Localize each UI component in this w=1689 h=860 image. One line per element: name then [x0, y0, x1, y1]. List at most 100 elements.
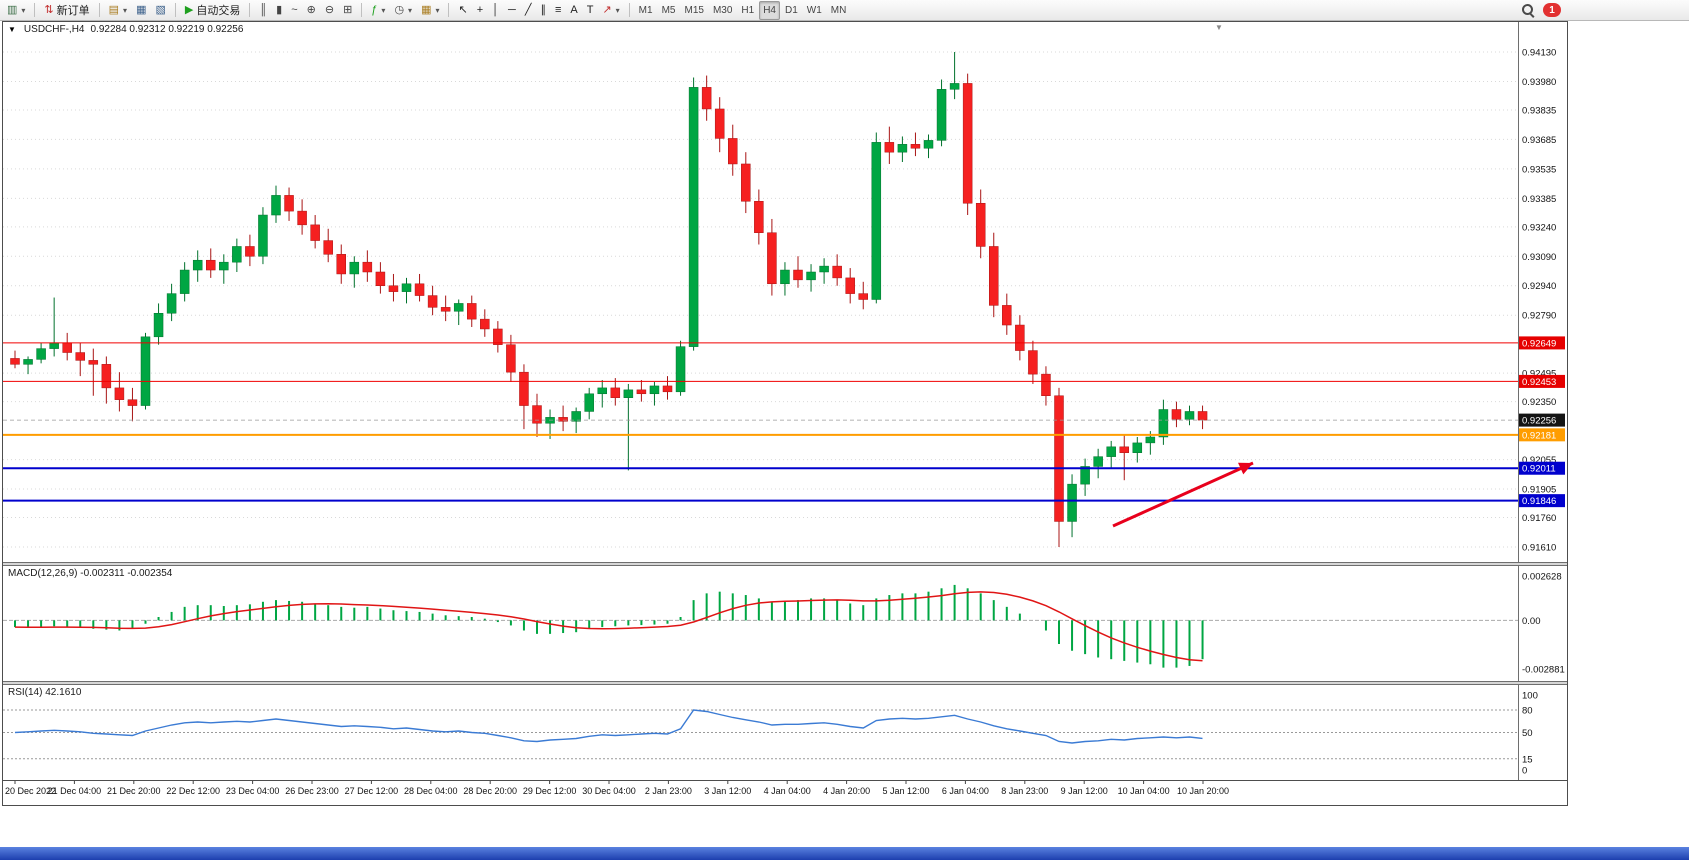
candlestick — [975, 189, 986, 259]
macd-tick-label: 0.00 — [1522, 616, 1541, 627]
toolbar-separator — [249, 3, 251, 17]
timeframe-h4[interactable]: H4 — [759, 0, 780, 20]
price-line-label: 0.92011 — [1519, 461, 1565, 475]
chart-shift-marker[interactable]: ▼ — [1215, 23, 1223, 32]
zoom-out-button[interactable]: ⊖ — [321, 1, 338, 20]
bar-chart-button[interactable]: ║ — [255, 1, 271, 20]
tile-windows-button-icon: ⊞ — [343, 3, 353, 16]
macd-canvas[interactable]: 0.002628 0.00 -0.002881 — [3, 566, 1565, 681]
rsi-canvas[interactable]: 100 80 50 150 — [3, 685, 1565, 780]
candlestick — [571, 407, 581, 434]
time-tick-label: 28 Dec 20:00 — [463, 786, 517, 796]
price-tick-label: 0.92940 — [1522, 281, 1556, 292]
toolbar-separator — [98, 3, 100, 17]
candlestick — [1041, 366, 1051, 406]
timeframe-d1[interactable]: D1 — [781, 1, 802, 20]
candlestick — [910, 132, 921, 157]
price-tick-label: 0.93980 — [1522, 77, 1556, 88]
horizontal-line-button[interactable]: ─ — [504, 1, 520, 20]
channel-button[interactable]: ∥ — [536, 1, 550, 20]
timeframe-m30[interactable]: M30 — [709, 1, 736, 20]
timeframe-m5[interactable]: M5 — [658, 1, 680, 20]
candlestick — [649, 381, 660, 406]
crosshair-button[interactable]: + — [473, 1, 487, 20]
search-button[interactable] — [1521, 3, 1535, 17]
candlestick — [323, 228, 333, 263]
timeframe-w1[interactable]: W1 — [803, 1, 826, 20]
price-chart-canvas[interactable]: 0.94130 0.93980 0.93835 0.93685 0.93535 0.933… — [3, 22, 1565, 562]
price-chart-pane[interactable]: 0.94130 0.93980 0.93835 0.93685 0.93535 0.933… — [3, 22, 1567, 562]
candlestick — [75, 342, 85, 377]
price-tick-label: 0.94130 — [1522, 47, 1556, 58]
arrows-button[interactable]: ↗ ▾ — [598, 1, 623, 20]
trendline-button-icon: ╱ — [524, 3, 532, 16]
time-tick-label: 22 Dec 12:00 — [166, 786, 220, 796]
periods-button[interactable]: ◷ ▾ — [390, 1, 416, 20]
profiles-button-dropdown[interactable]: ▾ — [123, 5, 128, 15]
data-window-button[interactable]: ▧ — [151, 1, 169, 20]
one-click-trading-icon[interactable]: ▼ — [8, 25, 16, 34]
fibonacci-button[interactable]: ≡ — [551, 1, 565, 20]
cursor-button[interactable]: ↖ — [454, 1, 471, 20]
rsi-tick-label: 0 — [1522, 766, 1527, 777]
timeframe-m15[interactable]: M15 — [680, 1, 707, 20]
candlestick — [10, 350, 20, 369]
arrows-button-dropdown[interactable]: ▾ — [615, 5, 620, 15]
candlestick — [245, 234, 255, 267]
timeframe-h1[interactable]: H1 — [737, 1, 758, 20]
market-watch-button[interactable]: ▦ — [132, 1, 150, 20]
toolbar-left-group: ▥ ▾ ⇅ 新订单 ▤ ▾ ▦ ▧ ▶ 自动交易 ║ ▮ ~ ⊕ ⊖ ⊞ ƒ ▾ ◷ ▾ ▦ ▾ ↖ + │ ─ ╱ ∥ ≡ A T ↗ ▾ M1… — [3, 0, 851, 20]
candlestick — [741, 152, 751, 214]
candlestick — [206, 248, 216, 278]
new-order-button[interactable]: ⇅ 新订单 — [40, 1, 93, 20]
candlestick — [845, 268, 855, 304]
indicators-button-dropdown[interactable]: ▾ — [381, 5, 386, 15]
time-axis[interactable]: 20 Dec 2022 21 Dec 04:00 21 Dec 20:00 22 De… — [3, 780, 1567, 805]
label-button[interactable]: T — [583, 1, 598, 20]
text-button[interactable]: A — [566, 1, 581, 20]
rsi-label: RSI(14) 42.1610 — [8, 687, 82, 698]
rsi-pane[interactable]: 100 80 50 15 0 RSI(14) 42.1610 — [3, 685, 1567, 780]
profiles-button[interactable]: ▤ ▾ — [105, 1, 131, 20]
macd-pane[interactable]: 0.002628 0.00 -0.002881 MACD(12,26,9) -0.0… — [3, 566, 1567, 681]
new-chart-button-dropdown[interactable]: ▾ — [21, 5, 26, 15]
notification-badge[interactable]: 1 — [1543, 3, 1561, 17]
trend-arrow[interactable] — [1112, 461, 1254, 528]
candlestick — [871, 132, 882, 304]
price-tick-label: 0.91905 — [1522, 485, 1556, 496]
vertical-line-button[interactable]: │ — [488, 1, 503, 20]
pane-splitter[interactable] — [3, 562, 1567, 566]
time-tick-label: 26 Dec 23:00 — [285, 786, 339, 796]
templates-button[interactable]: ▦ ▾ — [417, 1, 443, 20]
indicators-button[interactable]: ƒ ▾ — [367, 1, 389, 20]
candlestick-chart-button[interactable]: ▮ — [272, 1, 286, 20]
tile-windows-button[interactable]: ⊞ — [339, 1, 356, 20]
timeframe-m15-label: M15 — [684, 4, 704, 16]
auto-trading-button-label: 自动交易 — [196, 5, 241, 17]
new-chart-button-icon: ▥ — [7, 3, 18, 16]
taskbar-strip — [0, 847, 1689, 860]
pane-splitter[interactable] — [3, 681, 1567, 685]
macd-label: MACD(12,26,9) -0.002311 -0.002354 — [8, 568, 173, 579]
line-chart-button[interactable]: ~ — [287, 1, 301, 20]
rsi-tick-label: 100 — [1522, 691, 1538, 702]
trendline-button[interactable]: ╱ — [521, 1, 536, 20]
candlestick — [714, 97, 725, 153]
periods-button-dropdown[interactable]: ▾ — [408, 5, 413, 15]
candlestick — [336, 244, 346, 284]
price-tick-label: 0.93685 — [1522, 135, 1556, 146]
auto-trading-button[interactable]: ▶ 自动交易 — [181, 1, 244, 20]
time-tick-label: 20 Dec 2022 — [5, 786, 56, 796]
candlestick — [114, 372, 125, 412]
new-chart-button[interactable]: ▥ ▾ — [3, 1, 29, 20]
candlestick — [832, 254, 842, 286]
candlestick — [610, 378, 621, 406]
timeframe-mn[interactable]: MN — [827, 1, 851, 20]
templates-button-dropdown[interactable]: ▾ — [435, 5, 440, 15]
candlestick — [1158, 399, 1169, 445]
auto-trading-button-icon: ▶ — [184, 3, 194, 16]
zoom-in-button[interactable]: ⊕ — [303, 1, 320, 20]
timeframe-m1[interactable]: M1 — [635, 1, 657, 20]
chart-window-usdchf[interactable]: 0.94130 0.93980 0.93835 0.93685 0.93535 0.933… — [2, 21, 1568, 806]
candlestick — [62, 332, 72, 361]
